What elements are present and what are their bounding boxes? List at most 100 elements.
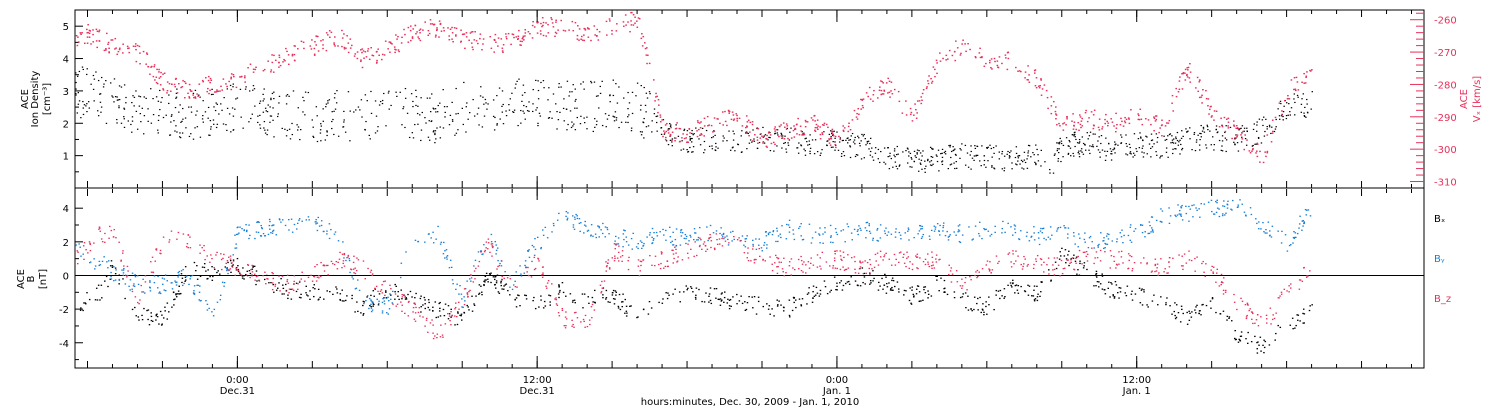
velocity-point [646, 47, 648, 49]
by-point [872, 237, 874, 240]
density-point [1252, 144, 1254, 147]
bx-point [609, 301, 611, 303]
bz-point [935, 254, 938, 256]
density-point [501, 111, 504, 113]
bx-point [460, 313, 463, 315]
density-point [1073, 155, 1075, 157]
density-point [1255, 143, 1258, 145]
by-point [766, 247, 768, 249]
density-point [1256, 121, 1258, 123]
velocity-point [400, 42, 403, 44]
density-point [499, 118, 501, 120]
velocity-point [1105, 113, 1107, 116]
density-point [439, 137, 442, 139]
density-point [82, 68, 84, 71]
density-point [1172, 152, 1174, 155]
by-point [775, 240, 777, 243]
bz-point [1222, 281, 1224, 284]
density-point [576, 116, 578, 119]
velocity-point [1284, 100, 1286, 102]
by-point [1178, 213, 1181, 215]
bx-point [282, 284, 284, 286]
density-point [860, 158, 863, 160]
density-point [273, 136, 275, 138]
by-point [175, 281, 177, 284]
by-point [1264, 232, 1267, 234]
by-point [679, 244, 682, 246]
velocity-point [1106, 120, 1109, 123]
by-point [1004, 231, 1006, 234]
bx-point [995, 289, 998, 292]
density-point [1234, 144, 1236, 146]
density-point [1282, 111, 1285, 113]
bz-point [816, 266, 819, 268]
velocity-point [696, 130, 698, 132]
density-point [691, 151, 693, 153]
density-point [1110, 150, 1113, 152]
bz-point [1286, 290, 1288, 292]
by-point [1307, 209, 1310, 211]
velocity-point [1028, 74, 1030, 76]
bz-point [470, 277, 473, 279]
density-point [1104, 150, 1106, 152]
bz-point [1060, 259, 1063, 262]
density-point [1270, 132, 1272, 135]
bz-point [362, 260, 365, 262]
velocity-point [1233, 124, 1235, 126]
density-point [92, 74, 95, 77]
density-point [1238, 129, 1240, 131]
bx-point [730, 305, 732, 308]
velocity-point [77, 41, 80, 43]
density-point [809, 152, 811, 155]
bx-point [788, 314, 791, 317]
velocity-point [192, 94, 194, 96]
bx-point [1247, 331, 1249, 334]
bz-point [752, 245, 754, 247]
by-point [675, 244, 678, 247]
velocity-point [1159, 127, 1161, 129]
velocity-point [134, 43, 137, 45]
by-point [1231, 209, 1233, 211]
density-point [175, 92, 178, 95]
density-point [948, 144, 950, 147]
velocity-point [766, 146, 768, 148]
bz-point [706, 248, 709, 250]
bx-point [1012, 282, 1014, 285]
density-point [368, 134, 370, 137]
by-point [733, 238, 736, 241]
density-point [594, 118, 596, 120]
density-point [525, 106, 528, 108]
by-point [500, 265, 503, 267]
velocity-point [180, 86, 182, 89]
density-point [1252, 128, 1255, 131]
by-point [430, 237, 432, 239]
bz-point [797, 258, 800, 261]
density-point [1159, 155, 1162, 157]
velocity-point [632, 14, 635, 16]
density-point [528, 110, 530, 112]
density-point [1305, 116, 1307, 118]
density-point [635, 95, 637, 97]
by-point [1106, 243, 1109, 245]
velocity-point [671, 139, 673, 142]
bz-point [777, 265, 779, 268]
bz-point [168, 239, 171, 241]
bx-point [467, 306, 469, 308]
by-point [928, 235, 931, 237]
bz-point [924, 263, 927, 266]
density-point [202, 100, 204, 102]
by-point [1078, 233, 1080, 235]
bx-point [401, 298, 403, 300]
by-point [719, 232, 721, 235]
bz-point [203, 249, 205, 252]
density-point [139, 96, 142, 98]
by-point [237, 233, 239, 235]
velocity-point [1305, 76, 1307, 79]
bx-point [558, 285, 560, 287]
by-point [651, 242, 654, 244]
density-point [289, 138, 292, 140]
bx-point [443, 314, 446, 317]
bx-point [753, 296, 756, 298]
by-point [1181, 204, 1183, 207]
density-point [493, 129, 496, 131]
